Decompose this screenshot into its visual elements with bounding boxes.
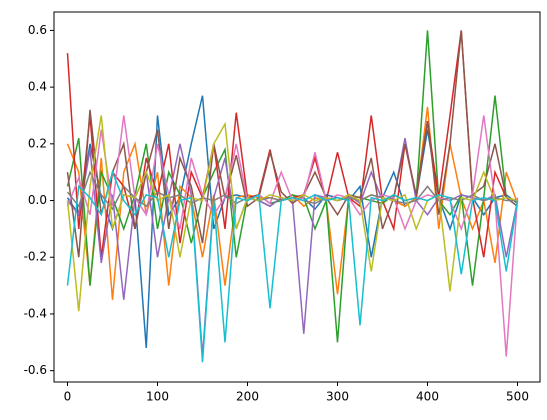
- series-line: [66, 169, 519, 363]
- y-tick-label: 0.0: [28, 193, 47, 207]
- x-tick-label: 200: [236, 390, 259, 404]
- y-tick-label: -0.4: [24, 306, 47, 320]
- y-tick-label: -0.6: [24, 363, 47, 377]
- series-line: [66, 30, 518, 343]
- x-tick-label: 500: [506, 390, 529, 404]
- y-tick-label: 0.6: [28, 23, 47, 37]
- y-tick-label: 0.4: [28, 80, 47, 94]
- y-tick-label: -0.2: [24, 250, 47, 264]
- x-tick-label: 300: [326, 390, 349, 404]
- plot-lines: [66, 30, 519, 363]
- x-tick-label: 400: [416, 390, 439, 404]
- series-line: [66, 115, 518, 312]
- series-line: [66, 30, 518, 258]
- x-tick-label: 0: [64, 390, 72, 404]
- y-tick-label: 0.2: [28, 136, 47, 150]
- x-tick-label: 100: [146, 390, 169, 404]
